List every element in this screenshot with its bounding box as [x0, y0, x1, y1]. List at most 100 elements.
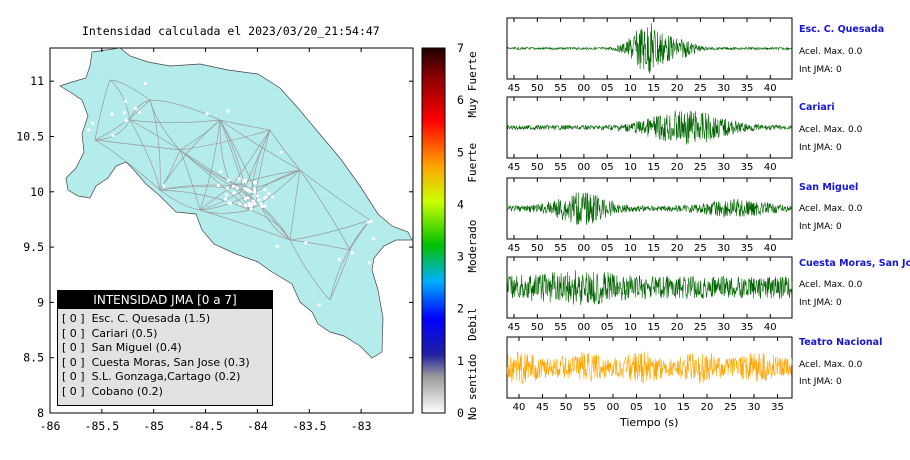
- colorbar-tick-label: 5: [457, 145, 464, 159]
- road-line: [199, 185, 233, 211]
- road-line: [199, 189, 245, 211]
- map-x-tick-label: -85: [143, 419, 164, 433]
- waveform-tick-label: 15: [677, 402, 690, 413]
- waveform-tick-label: 05: [630, 402, 643, 413]
- road-line: [149, 99, 161, 191]
- road-line: [289, 169, 301, 241]
- legend-row: [ 0 ] Cobano (0.2): [62, 384, 163, 398]
- waveform-tick-label: 35: [741, 322, 754, 333]
- station-dot: [162, 184, 166, 188]
- map-y-tick-label: 9.5: [23, 240, 44, 254]
- waveform-trace: [506, 110, 793, 145]
- map-y-tick-label: 11: [30, 74, 44, 88]
- waveform-tick-label: 00: [578, 322, 591, 333]
- map-x-tick-label: -83.5: [292, 419, 327, 433]
- road-line: [289, 239, 351, 251]
- station-int: Int JMA: 0: [799, 377, 842, 387]
- station-dot: [87, 128, 91, 132]
- waveform-panel: 40 45 50 55 00 05 10 15 20 25 30 35: [506, 336, 793, 413]
- station-dot: [317, 303, 321, 307]
- road-line: [129, 119, 221, 124]
- road-line: [94, 119, 131, 141]
- road-line: [255, 129, 271, 193]
- station-dot: [138, 110, 142, 114]
- waveform-tick-label: 45: [508, 162, 521, 173]
- station-dot: [227, 178, 231, 182]
- legend-row: [ 0 ] Cuesta Moras, San Jose (0.3): [62, 355, 250, 369]
- station-dot: [91, 121, 95, 125]
- waveform-tick-label: 30: [717, 322, 730, 333]
- legend-row: [ 0 ] San Miguel (0.4): [62, 341, 182, 355]
- waveform-tick-label: 55: [554, 83, 567, 94]
- waveform-tick-label: 20: [671, 243, 684, 254]
- station-dot: [279, 150, 283, 154]
- waveform-tick-label: 05: [601, 162, 614, 173]
- waveform-tick-label: 50: [531, 243, 544, 254]
- road-line: [255, 169, 301, 193]
- station-dot: [371, 237, 376, 241]
- station-dot: [366, 220, 370, 224]
- station-dot: [257, 198, 261, 202]
- colorbar-category-label: Fuerte: [466, 143, 479, 183]
- station-int: Int JMA: 0: [799, 298, 842, 308]
- station-dot: [367, 261, 371, 265]
- station-name: Teatro Nacional: [799, 337, 883, 348]
- road-line: [129, 119, 161, 191]
- waveform-panel: 45 50 55 00 05 10 15 20 25 30 35 40: [506, 177, 793, 254]
- station-acel: Acel. Max. 0.0: [799, 47, 863, 57]
- station-dot: [122, 111, 126, 115]
- road-line: [243, 189, 291, 241]
- station-int: Int JMA: 0: [799, 65, 842, 75]
- colorbar-tick-label: 4: [457, 197, 464, 211]
- waveform-tick-label: 10: [654, 402, 667, 413]
- station-dot: [243, 179, 248, 183]
- road-line: [231, 185, 291, 241]
- station-name: Cariari: [799, 102, 835, 113]
- colorbar-tick-label: 2: [457, 302, 464, 316]
- map-x-tick-label: -84.5: [188, 419, 223, 433]
- waveform-tick-label: 15: [647, 243, 660, 254]
- waveform-tick-label: 15: [647, 162, 660, 173]
- waveform-tick-label: 35: [741, 162, 754, 173]
- station-dot: [267, 191, 271, 196]
- waveform-tick-label: 00: [578, 83, 591, 94]
- map-y-tick-label: 9: [37, 295, 44, 309]
- station-dot: [255, 194, 259, 198]
- waveform-tick-label: 55: [554, 162, 567, 173]
- road-line: [159, 189, 251, 211]
- waveform-tick-label: 10: [624, 162, 637, 173]
- station-name: San Miguel: [799, 182, 859, 193]
- station-dot: [243, 187, 247, 191]
- map-y-tick-label: 10.5: [16, 129, 44, 143]
- waveform-trace: [506, 351, 793, 384]
- road-line: [289, 239, 331, 301]
- station-dot: [263, 196, 267, 200]
- waveform-panel: 45 50 55 00 05 10 15 20 25 30 35 40: [506, 96, 793, 173]
- waveform-tick-label: 05: [601, 243, 614, 254]
- station-dot: [249, 207, 253, 211]
- map-x-tick-label: -83: [351, 419, 372, 433]
- road-line: [299, 169, 351, 251]
- station-dot: [250, 203, 254, 207]
- road-line: [249, 209, 291, 241]
- station-dot: [218, 169, 222, 173]
- road-line: [249, 129, 271, 211]
- station-dot: [304, 241, 308, 245]
- waveform-tick-label: 15: [647, 322, 660, 333]
- waveform-tick-label: 30: [748, 402, 761, 413]
- road-line: [329, 249, 351, 301]
- station-int: Int JMA: 0: [799, 222, 842, 232]
- station-dot: [253, 190, 257, 194]
- road-line: [299, 169, 371, 221]
- waveform-tick-label: 40: [764, 322, 777, 333]
- station-dot: [260, 204, 264, 209]
- waveform-tick-label: 45: [508, 243, 521, 254]
- road-line: [349, 219, 371, 251]
- station-dot: [275, 244, 279, 248]
- colorbar-gradient: [421, 47, 446, 414]
- road-line: [109, 79, 151, 101]
- road-line: [219, 119, 251, 211]
- colorbar-category-label: Debil: [466, 308, 479, 341]
- waveform-tick-label: 25: [694, 83, 707, 94]
- station-dot: [232, 191, 236, 195]
